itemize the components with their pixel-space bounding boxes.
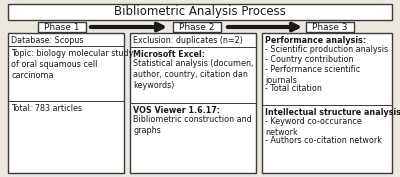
Text: Bibliometric construction and
graphs: Bibliometric construction and graphs	[133, 115, 252, 135]
Text: Performance analysis:: Performance analysis:	[265, 36, 366, 45]
Text: - Country contribution: - Country contribution	[265, 55, 354, 64]
Text: Exclusion: duplicates (n=2): Exclusion: duplicates (n=2)	[133, 36, 243, 45]
Text: - Scientific production analysis: - Scientific production analysis	[265, 45, 388, 54]
Bar	[173, 22, 221, 32]
Text: - Total citation: - Total citation	[265, 84, 322, 93]
Text: Phase 2: Phase 2	[179, 22, 215, 32]
Text: Microsoft Excel:: Microsoft Excel:	[133, 50, 205, 59]
Text: Phase 1: Phase 1	[44, 22, 80, 32]
Text: - Authors co-citation network: - Authors co-citation network	[265, 136, 382, 145]
Text: Bibliometric Analysis Process: Bibliometric Analysis Process	[114, 5, 286, 19]
Text: VOS Viewer 1.6.17:: VOS Viewer 1.6.17:	[133, 106, 220, 115]
Bar	[130, 33, 256, 173]
Bar	[38, 22, 86, 32]
Text: Topic: biology molecular study
of oral squamous cell
carcinoma: Topic: biology molecular study of oral s…	[11, 49, 133, 80]
Text: Intellectual structure analysis:: Intellectual structure analysis:	[265, 108, 400, 117]
Bar	[306, 22, 354, 32]
Bar	[8, 4, 392, 20]
Text: Phase 3: Phase 3	[312, 22, 348, 32]
Bar	[262, 33, 392, 173]
Text: Statistical analysis (documen,
author, country, citation dan
keywords): Statistical analysis (documen, author, c…	[133, 59, 253, 90]
Text: Database: Scopus: Database: Scopus	[11, 36, 84, 45]
Bar	[8, 33, 124, 173]
Text: - Performance scientific
journals: - Performance scientific journals	[265, 65, 360, 85]
Text: - Keyword co-occurance
network: - Keyword co-occurance network	[265, 117, 362, 137]
Text: Total: 783 articles: Total: 783 articles	[11, 104, 82, 113]
